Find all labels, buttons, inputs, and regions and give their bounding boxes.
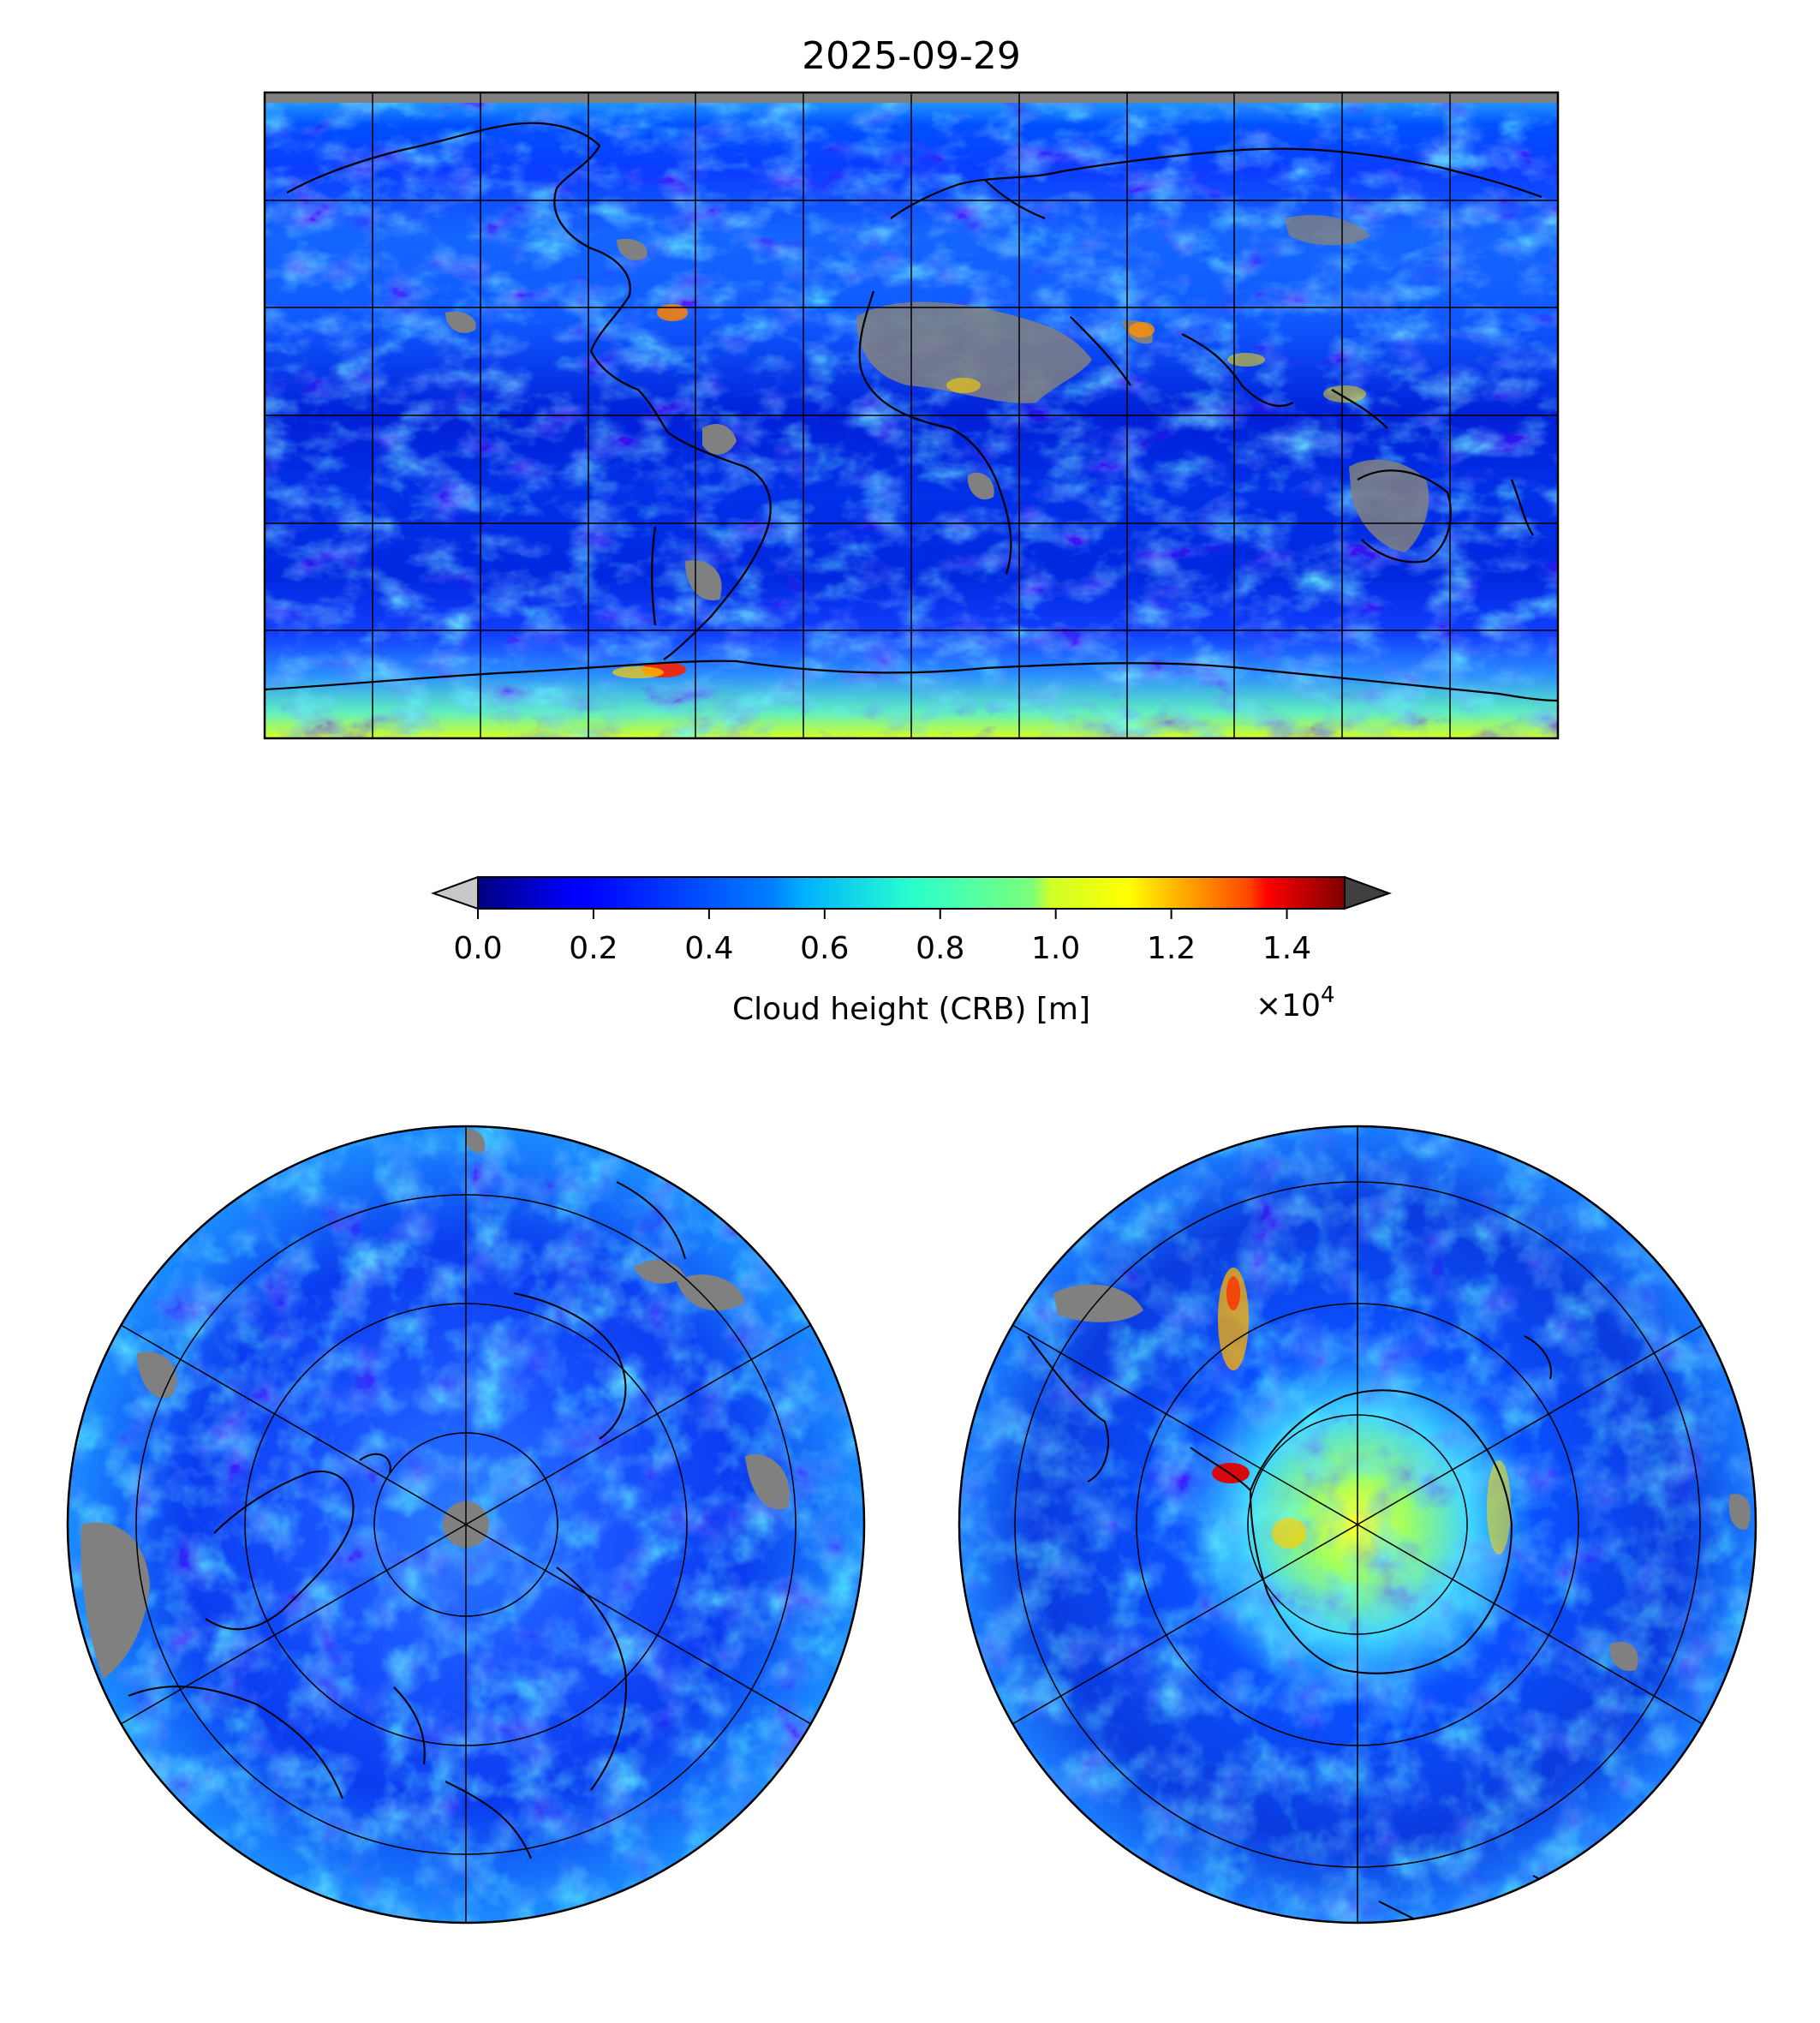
colorbar-tick-label: 0.6: [800, 931, 849, 966]
global-map-frame: [263, 91, 1560, 740]
np-graticule: [120, 1126, 812, 1923]
colorbar-tick-label: 0.0: [453, 931, 502, 966]
colorbar: 0.0 0.2 0.4 0.6 0.8 1.0 1.2 1.4 Cloud height (C…: [431, 875, 1392, 1027]
colorbar-tick-label: 0.4: [684, 931, 733, 966]
np-map-frame: [66, 1125, 866, 1925]
colorbar-offset-exponent: 4: [1321, 982, 1335, 1008]
plot-title: 2025-09-29: [802, 34, 1021, 78]
south-polar-map: [958, 1125, 1757, 1925]
north-polar-map: [66, 1125, 866, 1925]
colorbar-over-extend: [1344, 875, 1392, 910]
colorbar-gradient: [478, 877, 1345, 909]
colorbar-tick-label: 0.2: [569, 931, 618, 966]
global-graticule: [265, 92, 1558, 738]
colorbar-tick-label: 0.8: [916, 931, 964, 966]
colorbar-offset-base: ×10: [1256, 988, 1321, 1023]
colorbar-tick-label: 1.4: [1262, 931, 1311, 966]
high-cloud-features: [612, 304, 1366, 678]
colorbar-label: Cloud height (CRB) [m]: [732, 992, 1090, 1027]
colorbar-offset-text: ×104: [1256, 982, 1335, 1023]
coastlines: [265, 122, 1558, 702]
colorbar-under-extend: [431, 875, 479, 910]
sp-graticule: [1011, 1126, 1704, 1923]
global-map: [263, 91, 1560, 740]
sp-map-frame: [958, 1125, 1757, 1925]
sp-coastlines: [1027, 1335, 1565, 1923]
sp-missing-data-patches: [1053, 1284, 1751, 1671]
colorbar-tick-label: 1.2: [1147, 931, 1196, 966]
colorbar-ticks: 0.0 0.2 0.4 0.6 0.8 1.0 1.2 1.4: [453, 909, 1311, 966]
colorbar-tick-label: 1.0: [1031, 931, 1080, 966]
